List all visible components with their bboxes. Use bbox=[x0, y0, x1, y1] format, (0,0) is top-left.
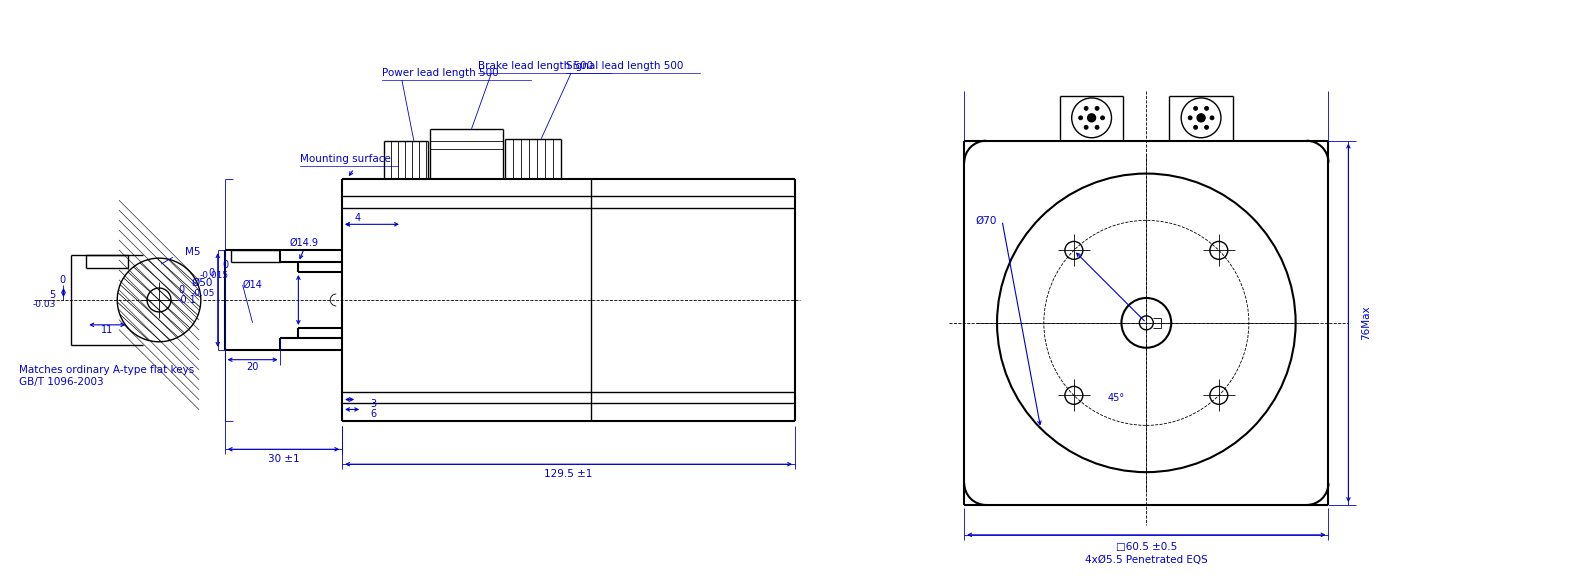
Circle shape bbox=[1205, 106, 1208, 110]
Text: Matches ordinary A-type flat keys: Matches ordinary A-type flat keys bbox=[19, 365, 194, 375]
Text: 0: 0 bbox=[209, 268, 215, 278]
Circle shape bbox=[1079, 116, 1082, 120]
Text: 3: 3 bbox=[370, 400, 376, 410]
Text: 0: 0 bbox=[223, 260, 228, 270]
Circle shape bbox=[1205, 126, 1208, 129]
Text: 4xØ5.5 Penetrated EQS: 4xØ5.5 Penetrated EQS bbox=[1086, 555, 1208, 565]
Text: Power lead length 500: Power lead length 500 bbox=[383, 68, 499, 78]
Circle shape bbox=[1095, 126, 1100, 129]
Text: M5: M5 bbox=[185, 247, 201, 257]
Circle shape bbox=[1084, 106, 1089, 110]
Text: -0.015: -0.015 bbox=[199, 271, 228, 279]
Text: -0.03: -0.03 bbox=[32, 301, 56, 309]
Circle shape bbox=[1095, 106, 1100, 110]
Text: 45°: 45° bbox=[1108, 393, 1125, 403]
Text: Brake lead length 500: Brake lead length 500 bbox=[478, 61, 593, 71]
Circle shape bbox=[1194, 106, 1197, 110]
Circle shape bbox=[1100, 116, 1105, 120]
Circle shape bbox=[1210, 116, 1215, 120]
Text: GB/T 1096-2003: GB/T 1096-2003 bbox=[19, 377, 104, 387]
Text: Ø14.9: Ø14.9 bbox=[290, 238, 319, 248]
Circle shape bbox=[1197, 114, 1205, 122]
Text: 4: 4 bbox=[354, 213, 360, 224]
Text: 20: 20 bbox=[247, 362, 258, 372]
Text: -0.05: -0.05 bbox=[191, 288, 215, 298]
Text: □60.5 ±0.5: □60.5 ±0.5 bbox=[1116, 542, 1176, 552]
Text: 129.5 ±1: 129.5 ±1 bbox=[544, 469, 593, 479]
Text: Ø70: Ø70 bbox=[976, 215, 998, 225]
Circle shape bbox=[1194, 126, 1197, 129]
Circle shape bbox=[1084, 126, 1089, 129]
Text: 30 ±1: 30 ±1 bbox=[268, 454, 300, 464]
Text: 5: 5 bbox=[49, 290, 56, 300]
Text: Mounting surface: Mounting surface bbox=[300, 154, 391, 164]
Circle shape bbox=[1087, 114, 1095, 122]
Text: 6: 6 bbox=[370, 409, 376, 420]
Text: Ø14: Ø14 bbox=[242, 280, 263, 290]
Text: 0: 0 bbox=[59, 275, 65, 285]
Text: 76Max: 76Max bbox=[1361, 306, 1371, 340]
Text: Signal lead length 500: Signal lead length 500 bbox=[566, 61, 684, 71]
Text: -0.1: -0.1 bbox=[179, 295, 196, 305]
Text: 11: 11 bbox=[100, 325, 113, 335]
Text: Ø50: Ø50 bbox=[191, 278, 212, 288]
Circle shape bbox=[1188, 116, 1192, 120]
Text: 0: 0 bbox=[179, 285, 183, 295]
